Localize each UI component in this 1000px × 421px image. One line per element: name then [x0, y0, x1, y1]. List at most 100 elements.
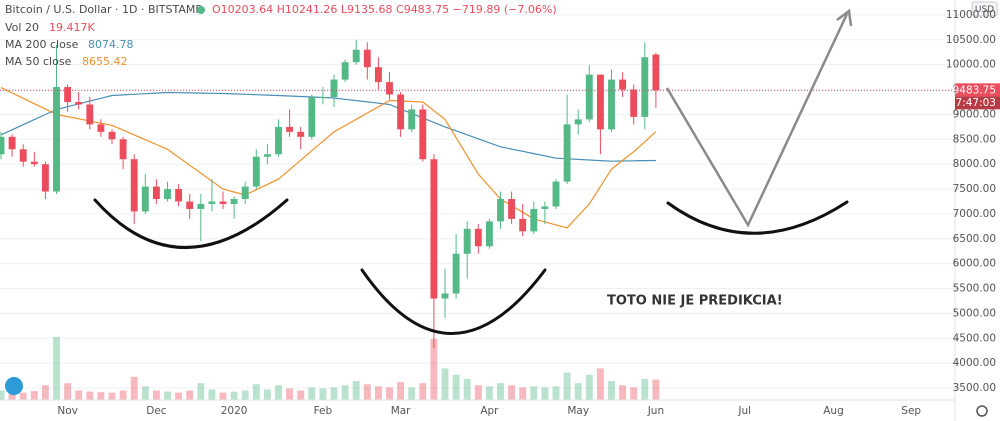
volume-bar: [630, 387, 638, 400]
annotations: TOTO NIE JE PREDIKCIA!: [93, 8, 853, 335]
x-tick-label: Apr: [480, 405, 499, 417]
candle-body: [186, 201, 194, 209]
volume-bar: [275, 385, 282, 400]
candle-body: [230, 199, 238, 204]
y-tick-label: 6500.00: [953, 233, 996, 245]
volume-bar: [241, 390, 249, 400]
price-axis: [955, 0, 1000, 421]
volume-bar: [219, 392, 227, 400]
candle-body: [341, 62, 349, 80]
candle-body: [286, 126, 294, 132]
candle-body: [408, 109, 416, 130]
candle-body: [0, 136, 5, 155]
candle-body: [374, 67, 382, 83]
symbol: Bitcoin / U.S. Dollar · 1D · BITSTAMP: [5, 3, 202, 16]
x-tick-label: Aug: [823, 405, 844, 417]
volume-bar: [563, 372, 571, 400]
volume-bar: [430, 338, 438, 400]
volume-bar: [341, 385, 349, 400]
legend-value: 8655.42: [82, 55, 128, 68]
candle-body: [552, 181, 560, 207]
volume-bar: [286, 388, 294, 400]
volume-bar: [130, 376, 138, 400]
volume-bar: [152, 390, 160, 400]
volume-bar: [363, 384, 371, 400]
volume-bar: [97, 392, 105, 400]
status-dot: [197, 6, 205, 14]
volume-bar: [519, 387, 527, 400]
volume-bar: [452, 374, 460, 400]
candle-body: [53, 87, 60, 192]
volume-bar: [263, 389, 271, 400]
candle-body: [485, 221, 493, 247]
x-tick-label: 2020: [221, 405, 248, 417]
candle-body: [308, 97, 316, 137]
countdown: 07:47:03: [949, 97, 996, 109]
candle-body: [30, 161, 38, 165]
currency-box[interactable]: [971, 1, 998, 17]
candle-body: [141, 186, 149, 212]
candle-body: [463, 228, 471, 254]
y-tick-label: 10000.00: [946, 59, 996, 71]
candle-body: [596, 74, 604, 130]
y-tick-label: 4500.00: [953, 332, 996, 344]
y-tick-label: 5000.00: [953, 307, 996, 319]
y-tick-label: 3500.00: [953, 382, 996, 394]
candle-body: [175, 189, 183, 202]
candle-body: [241, 186, 249, 200]
y-tick-label: 11000.00: [946, 9, 996, 21]
logo[interactable]: [5, 377, 23, 395]
volume-bar: [530, 386, 538, 400]
candle-body: [630, 89, 638, 117]
curve: [93, 198, 289, 249]
x-tick-label: Dec: [146, 405, 167, 417]
y-tick-label: 8000.00: [953, 158, 996, 170]
volume-bar: [208, 389, 216, 400]
volume-bar: [596, 368, 604, 400]
candle-body: [41, 164, 49, 192]
volume-bar: [108, 392, 116, 400]
candle-body: [608, 79, 615, 130]
candle-body: [297, 131, 305, 137]
y-tick-label: 9000.00: [953, 108, 996, 120]
volume-bar: [41, 385, 49, 400]
candle-body: [64, 87, 72, 102]
candle-body: [219, 201, 227, 204]
candle-body: [397, 94, 405, 130]
settings-icon[interactable]: [976, 405, 988, 417]
volume-bar: [53, 336, 60, 400]
volume-bar: [197, 383, 205, 400]
candle-body: [197, 203, 205, 209]
legend-value: 8074.78: [88, 38, 134, 51]
volume-bar: [297, 390, 305, 400]
x-tick-label: Nov: [57, 405, 78, 417]
candle-body: [19, 149, 27, 162]
volume-bar: [497, 383, 504, 400]
volume-bar: [319, 388, 327, 400]
volume-bar: [352, 381, 360, 400]
volume-bar: [86, 391, 94, 400]
volume-bar: [164, 391, 171, 400]
y-tick-label: 6000.00: [953, 258, 996, 270]
y-tick-label: 7500.00: [953, 183, 996, 195]
volume-bar: [508, 385, 516, 400]
volume-bar: [397, 382, 405, 400]
legend-value: 19.417K: [49, 21, 95, 34]
volume-bar: [330, 387, 338, 400]
candle-body: [574, 119, 582, 125]
legend-name: MA 50 close: [5, 55, 72, 68]
x-tick-label: May: [567, 405, 589, 417]
candle-body: [541, 206, 549, 209]
candle-body: [508, 199, 516, 219]
candle-body: [164, 189, 171, 200]
countdown-tag: [955, 96, 1000, 110]
volume-bar: [463, 378, 471, 400]
curve: [666, 200, 849, 235]
candle-body: [252, 156, 260, 187]
volume-bar: [64, 383, 72, 400]
x-tick-label: Jul: [737, 405, 751, 417]
volume-bar: [541, 387, 549, 400]
candle-body: [119, 139, 127, 160]
volume-bar: [0, 390, 5, 400]
